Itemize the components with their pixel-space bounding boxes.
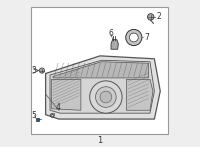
- Circle shape: [51, 115, 53, 116]
- Circle shape: [90, 81, 122, 113]
- FancyBboxPatch shape: [36, 118, 39, 121]
- Text: 4: 4: [55, 103, 60, 112]
- Text: 2: 2: [157, 12, 161, 21]
- Circle shape: [129, 33, 138, 42]
- Text: 5: 5: [31, 111, 36, 120]
- Polygon shape: [51, 79, 81, 110]
- Polygon shape: [46, 56, 160, 119]
- Circle shape: [39, 68, 45, 73]
- Circle shape: [50, 113, 54, 117]
- Text: 7: 7: [144, 33, 149, 42]
- Circle shape: [96, 87, 116, 107]
- Circle shape: [147, 14, 154, 20]
- Text: 1: 1: [97, 136, 103, 145]
- Polygon shape: [53, 62, 149, 78]
- Polygon shape: [111, 40, 118, 49]
- Circle shape: [126, 29, 142, 46]
- Text: 6: 6: [109, 29, 113, 38]
- Text: 3: 3: [31, 66, 36, 75]
- Polygon shape: [50, 60, 154, 113]
- FancyBboxPatch shape: [31, 7, 168, 134]
- Polygon shape: [126, 79, 153, 110]
- Circle shape: [100, 91, 112, 103]
